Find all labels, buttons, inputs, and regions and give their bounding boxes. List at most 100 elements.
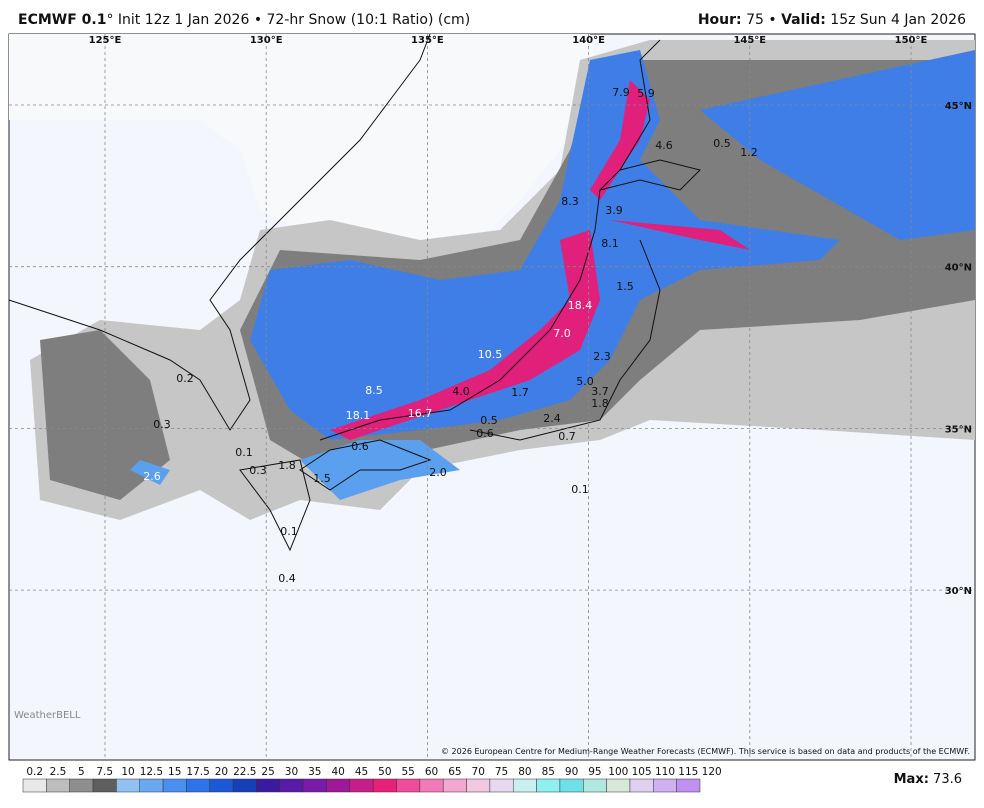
logo: WeatherBELL [14, 710, 81, 721]
point-value: 0.1 [571, 483, 589, 496]
colorbar-label: 65 [448, 766, 461, 778]
colorbar-swatch [279, 778, 304, 793]
colorbar-swatch [209, 778, 234, 793]
colorbar-label: 45 [355, 766, 368, 778]
colorbar-swatch [116, 778, 140, 793]
point-value: 0.3 [153, 418, 171, 431]
point-value: 0.2 [176, 372, 194, 385]
lat-label: 40°N [945, 263, 972, 274]
colorbar-swatch [676, 778, 701, 793]
point-value: 16.7 [408, 407, 433, 420]
point-value: 0.5 [713, 137, 731, 150]
point-value: 1.8 [278, 459, 296, 472]
point-value: 0.4 [278, 572, 296, 585]
point-value: 2.0 [429, 466, 447, 479]
lon-label: 130°E [250, 35, 283, 46]
snow-blue-south [130, 440, 460, 500]
point-value: 2.4 [543, 412, 561, 425]
point-value: 1.7 [511, 386, 529, 399]
colorbar-swatch [629, 778, 654, 793]
colorbar-label: 100 [608, 766, 628, 778]
colorbar-label: 55 [402, 766, 415, 778]
point-value: 5.0 [576, 375, 594, 388]
point-value: 0.1 [280, 525, 298, 538]
lon-label: 145°E [733, 35, 766, 46]
hour-label: Hour: [697, 12, 742, 28]
valid-label: Valid: [781, 12, 826, 28]
colorbar-swatch [372, 778, 397, 793]
colorbar-swatch [139, 778, 164, 793]
point-value: 3.7 [591, 385, 609, 398]
lat-label: 35°N [945, 424, 972, 435]
colorbar-swatch [302, 778, 327, 793]
max-label: Max: [893, 772, 929, 787]
header-title: ECMWF 0.1° Init 12z 1 Jan 2026 • 72-hr S… [18, 12, 470, 28]
colorbar-label: 35 [308, 766, 321, 778]
point-value: 5.9 [637, 87, 655, 100]
colorbar-swatch [69, 778, 94, 793]
point-value: 1.8 [591, 397, 609, 410]
colorbar-swatch [583, 778, 607, 793]
land [9, 34, 600, 250]
colorbar-label: 105 [632, 766, 652, 778]
colorbar-swatch [512, 778, 537, 793]
colorbar-swatch [653, 778, 677, 793]
colorbar-swatch [162, 778, 187, 793]
point-value: 2.3 [593, 350, 611, 363]
description: ° Init 12z 1 Jan 2026 • 72-hr Snow (10:1… [106, 12, 471, 28]
point-value: 4.0 [452, 385, 470, 398]
colorbar-swatch [559, 778, 584, 793]
point-value: 1.2 [740, 146, 758, 159]
colorbar-swatch [186, 778, 211, 793]
colorbar-swatch [466, 778, 491, 793]
colorbar-label: 17.5 [186, 766, 209, 778]
point-value: 1.5 [313, 472, 331, 485]
point-value: 18.1 [346, 409, 371, 422]
coastlines [8, 33, 701, 552]
colorbar-swatch [256, 778, 281, 793]
point-value: 7.0 [553, 327, 571, 340]
colorbar-label: 10 [121, 766, 134, 778]
colorbar-label: 7.5 [96, 766, 113, 778]
point-value: 0.7 [558, 430, 576, 443]
colorbar: 0.2 2.5 5 7.5 10 12.5 15 17.5 20 22.5 25 30 35 40 45 50… [22, 766, 722, 793]
point-value: 0.5 [480, 414, 498, 427]
colorbar-swatch [326, 778, 351, 793]
model: ECMWF 0.1 [18, 12, 107, 28]
lat-label: 45°N [945, 101, 972, 112]
colorbar-label: 40 [331, 766, 344, 778]
lon-label: 140°E [572, 35, 605, 46]
colorbar-label: 2.5 [50, 766, 67, 778]
colorbar-label: 0.2 [26, 766, 43, 778]
colorbar-swatch [536, 778, 561, 793]
valid: 15z Sun 4 Jan 2026 [830, 12, 966, 28]
colorbar-swatch [92, 778, 117, 793]
colorbar-label: 110 [655, 766, 675, 778]
colorbar-label: 25 [261, 766, 274, 778]
colorbar-swatch [232, 778, 257, 793]
colorbar-swatch [606, 778, 631, 793]
point-value: 2.6 [143, 470, 161, 483]
point-value: 10.5 [478, 348, 503, 361]
copyright: © 2026 European Centre for Medium-Range … [441, 747, 970, 756]
point-value: 1.5 [616, 280, 634, 293]
snow-heavy [330, 80, 750, 440]
header-time: Hour: 75 • Valid: 15z Sun 4 Jan 2026 [697, 12, 966, 28]
max: Max: 73.6 [894, 772, 962, 787]
point-value: 8.3 [561, 195, 579, 208]
colorbar-label: 90 [565, 766, 578, 778]
colorbar-label: 60 [425, 766, 438, 778]
lon-label: 125°E [89, 35, 122, 46]
lon-label: 135°E [411, 35, 444, 46]
colorbar-swatch [22, 778, 47, 793]
colorbar-label: 120 [702, 766, 722, 778]
colorbar-label: 50 [378, 766, 391, 778]
colorbar-label: 70 [472, 766, 485, 778]
colorbar-swatch [46, 778, 70, 793]
point-value: 3.9 [605, 204, 623, 217]
point-value: 7.9 [612, 86, 630, 99]
colorbar-label: 5 [78, 766, 85, 778]
point-value: 8.5 [365, 384, 383, 397]
